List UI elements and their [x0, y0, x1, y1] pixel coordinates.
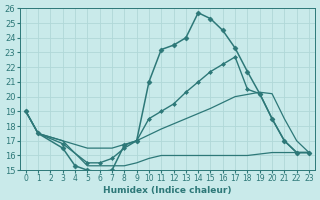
X-axis label: Humidex (Indice chaleur): Humidex (Indice chaleur): [103, 186, 232, 195]
